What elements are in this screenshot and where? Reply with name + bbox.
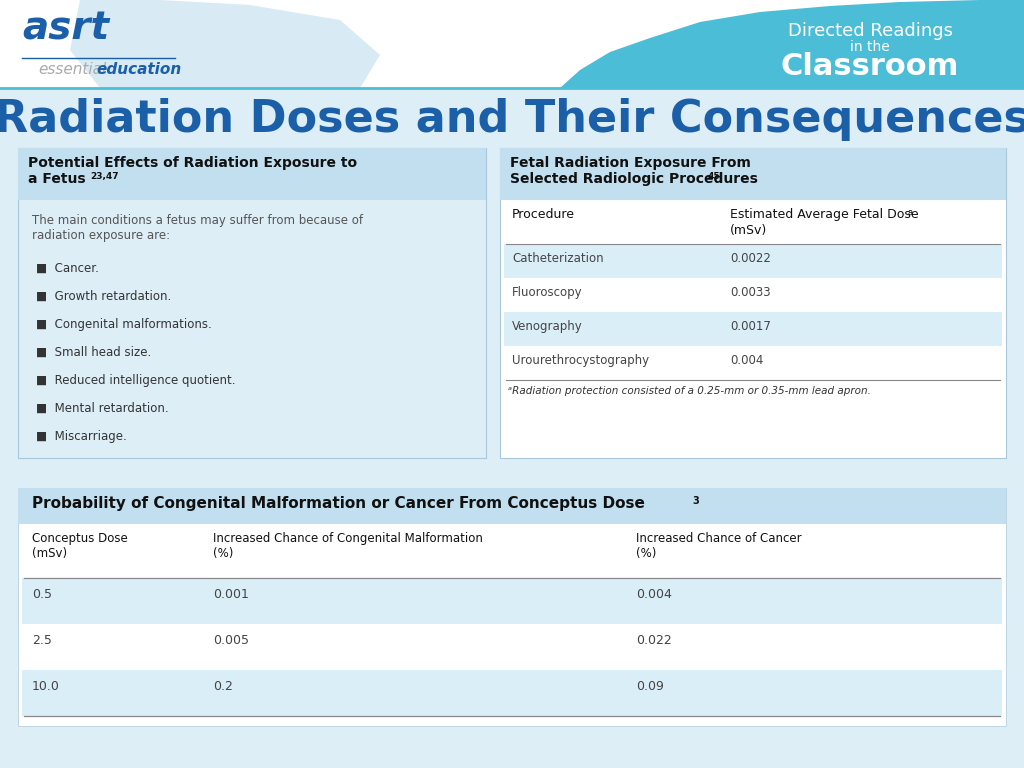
Text: Selected Radiologic Procedures: Selected Radiologic Procedures — [510, 172, 758, 186]
Bar — [504, 312, 1002, 346]
Text: 0.09: 0.09 — [636, 680, 664, 693]
Text: Urourethrocystography: Urourethrocystography — [512, 354, 649, 367]
Text: 0.5: 0.5 — [32, 588, 52, 601]
Bar — [18, 148, 486, 458]
Text: Fetal Radiation Exposure From: Fetal Radiation Exposure From — [510, 156, 751, 170]
Text: 0.0033: 0.0033 — [730, 286, 771, 299]
Text: a: a — [908, 208, 913, 217]
Text: Estimated Average Fetal Dose: Estimated Average Fetal Dose — [730, 208, 919, 221]
Bar — [504, 278, 1002, 312]
Text: Radiation Doses and Their Consequences: Radiation Doses and Their Consequences — [0, 98, 1024, 141]
Text: Probability of Congenital Malformation or Cancer From Conceptus Dose: Probability of Congenital Malformation o… — [32, 496, 645, 511]
Text: 2.5: 2.5 — [32, 634, 52, 647]
Text: a Fetus: a Fetus — [28, 172, 86, 186]
Text: 23,47: 23,47 — [90, 172, 119, 181]
Bar — [22, 624, 1002, 670]
Text: education: education — [96, 62, 181, 77]
Bar — [500, 148, 1006, 458]
Text: ■  Reduced intelligence quotient.: ■ Reduced intelligence quotient. — [36, 374, 236, 387]
Text: Fluoroscopy: Fluoroscopy — [512, 286, 583, 299]
Bar — [0, 0, 1024, 88]
Text: ■  Small head size.: ■ Small head size. — [36, 346, 152, 359]
Text: Procedure: Procedure — [512, 208, 575, 221]
Text: ᵃRadiation protection consisted of a 0.25-mm or 0.35-mm lead apron.: ᵃRadiation protection consisted of a 0.2… — [508, 386, 870, 396]
Text: 0.0017: 0.0017 — [730, 320, 771, 333]
Text: 10.0: 10.0 — [32, 680, 59, 693]
Text: Classroom: Classroom — [781, 52, 959, 81]
Text: ■  Miscarriage.: ■ Miscarriage. — [36, 430, 127, 443]
Text: ■  Growth retardation.: ■ Growth retardation. — [36, 290, 171, 303]
Text: ■  Cancer.: ■ Cancer. — [36, 262, 99, 275]
Text: Directed Readings: Directed Readings — [787, 22, 952, 40]
Bar — [22, 578, 1002, 624]
Polygon shape — [560, 0, 1024, 88]
Text: 3: 3 — [692, 496, 698, 506]
Bar — [18, 148, 486, 200]
Text: 45: 45 — [708, 172, 721, 181]
Text: (mSv): (mSv) — [730, 224, 767, 237]
Bar — [504, 346, 1002, 380]
Bar — [18, 488, 1006, 726]
Text: in the: in the — [850, 40, 890, 54]
Text: Venography: Venography — [512, 320, 583, 333]
Text: 0.022: 0.022 — [636, 634, 672, 647]
Bar — [18, 488, 1006, 524]
Text: 0.004: 0.004 — [730, 354, 763, 367]
Text: Increased Chance of Congenital Malformation
(%): Increased Chance of Congenital Malformat… — [213, 532, 483, 560]
Text: essential: essential — [38, 62, 106, 77]
Polygon shape — [70, 0, 380, 88]
Text: 0.005: 0.005 — [213, 634, 249, 647]
Text: 0.2: 0.2 — [213, 680, 232, 693]
Text: 0.004: 0.004 — [636, 588, 672, 601]
Bar — [500, 148, 1006, 200]
Text: 0.0022: 0.0022 — [730, 252, 771, 265]
Bar — [504, 244, 1002, 278]
Text: 0.001: 0.001 — [213, 588, 249, 601]
Text: Potential Effects of Radiation Exposure to: Potential Effects of Radiation Exposure … — [28, 156, 357, 170]
Text: The main conditions a fetus may suffer from because of
radiation exposure are:: The main conditions a fetus may suffer f… — [32, 214, 362, 242]
Bar — [22, 670, 1002, 716]
Text: Conceptus Dose
(mSv): Conceptus Dose (mSv) — [32, 532, 128, 560]
Text: Catheterization: Catheterization — [512, 252, 603, 265]
Text: ■  Congenital malformations.: ■ Congenital malformations. — [36, 318, 212, 331]
Text: Increased Chance of Cancer
(%): Increased Chance of Cancer (%) — [636, 532, 802, 560]
Text: asrt: asrt — [22, 10, 110, 48]
Text: ■  Mental retardation.: ■ Mental retardation. — [36, 402, 169, 415]
